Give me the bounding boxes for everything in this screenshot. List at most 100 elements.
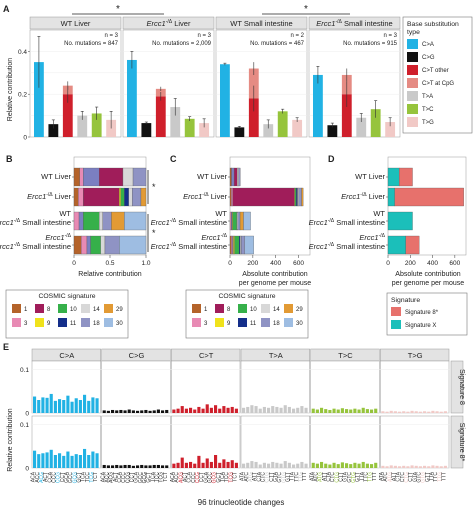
- panel-b-bar-segment: [119, 235, 147, 255]
- panel-b-cosmic-legend-swatch: [81, 318, 90, 327]
- panel-e-bar: [431, 465, 435, 468]
- panel-e-bar: [234, 408, 238, 413]
- panel-a-mutations-label: No. mutations = 467: [250, 41, 305, 47]
- panel-c-xtick-label: 0: [228, 260, 232, 267]
- panel-b-bar-segment: [90, 235, 101, 255]
- panel-b-cosmic-legend-label: 9: [47, 321, 51, 327]
- panel-a-bar: [234, 127, 245, 137]
- panel-e-bar: [324, 463, 328, 468]
- panel-c-bar-segment: [239, 211, 244, 231]
- panel-e-bar: [180, 406, 184, 413]
- panel-b-category-label: Ercc1-/Δ Small intestine: [0, 218, 71, 227]
- panel-e-xlabel: 96 trinucleotide changes: [198, 498, 285, 507]
- panel-c-bar-segment: [232, 187, 295, 207]
- panel-e-bar: [311, 462, 315, 468]
- panel-c-category-label: WT Liver: [197, 172, 227, 181]
- panel-e-bar: [283, 405, 287, 413]
- panel-e-context-label: TTT: [302, 472, 308, 481]
- panel-a-facet-strip: [122, 16, 215, 30]
- panel-e-facet-bg: [380, 415, 450, 469]
- panel-e-bar: [439, 466, 443, 468]
- panel-label-d: D: [328, 154, 335, 164]
- panel-a-bar: [91, 113, 102, 137]
- panel-e-bar: [176, 462, 180, 468]
- panel-b-cosmic-legend-label: 14: [93, 307, 100, 313]
- panel-a-mutations-label: No. mutations = 915: [343, 41, 398, 47]
- panel-c-bar-segment: [243, 211, 251, 231]
- panel-a-legend-title-2: type: [407, 29, 420, 36]
- panel-e-bar: [95, 453, 99, 468]
- panel-e-bar: [49, 393, 53, 413]
- panel-b-bar-segment: [83, 187, 120, 207]
- panel-b-xtick-label: 1.0: [141, 260, 150, 267]
- panel-e-context-label: CCG: [125, 472, 131, 483]
- panel-e-bar: [345, 463, 349, 468]
- panel-e-bar: [304, 463, 308, 468]
- panel-e-bar: [381, 465, 385, 468]
- panel-e-bar: [201, 462, 205, 468]
- panel-e-bar: [435, 465, 439, 468]
- panel-e-context-label: ATT: [392, 472, 398, 481]
- panel-e-bar: [357, 409, 361, 413]
- panel-c-xlabel-2: per genome per mouse: [239, 280, 311, 287]
- panel-d-bar-segment: [387, 187, 395, 207]
- panel-c-cosmic-legend-swatch: [261, 318, 270, 327]
- panel-e-context-label: TCC: [85, 472, 91, 483]
- panel-c-bar-segment: [241, 235, 245, 255]
- panel-e-row-strip-label: Signature 8: [458, 369, 465, 405]
- panel-e-context-label: CCT: [130, 472, 136, 482]
- panel-d-category-label: WT Liver: [355, 172, 385, 181]
- panel-e-bar: [254, 406, 258, 413]
- panel-c-bar-segment: [229, 167, 232, 187]
- panel-c-cosmic-legend-label: 30: [296, 321, 303, 327]
- panel-c-bar-segment: [237, 167, 239, 187]
- panel-b-bar-segment: [78, 187, 84, 207]
- panel-e-bar: [148, 410, 152, 413]
- panel-e-context-label: TTC: [294, 472, 300, 482]
- panel-e-bar: [230, 406, 234, 413]
- panel-b-cosmic-legend-label: 30: [116, 321, 123, 327]
- panel-e-context-label: GCT: [146, 472, 152, 483]
- panel-e-context-label: ATC: [383, 472, 389, 482]
- panel-b-cosmic-legend-label: 8: [47, 307, 51, 313]
- panel-label-a: A: [3, 4, 10, 14]
- panel-e-group-label: C>T: [199, 351, 214, 360]
- panel-e-bar: [345, 409, 349, 413]
- panel-d-legend-title: Signature: [391, 297, 420, 304]
- panel-a-legend-label: T>A: [422, 94, 433, 100]
- panel-b-bar-segment: [73, 211, 80, 231]
- panel-e-bar: [37, 454, 41, 468]
- panel-e-context-label: CTG: [265, 472, 271, 483]
- panel-d-xtick-label: 200: [405, 260, 416, 267]
- panel-e-bar: [230, 460, 234, 468]
- panel-label-c: C: [170, 154, 177, 164]
- panel-a-bar: [370, 109, 381, 137]
- panel-e-context-label: GTT: [286, 472, 292, 482]
- panel-e-bar: [115, 410, 119, 413]
- panel-e-context-label: ATC: [244, 472, 250, 482]
- panel-e-context-label: CCG: [56, 472, 62, 483]
- panel-a-legend-swatch: [407, 78, 418, 88]
- panel-e-group-label: T>G: [408, 351, 423, 360]
- panel-a-ylabel: Relative contribution: [7, 58, 14, 122]
- panel-a-bar: [313, 74, 323, 137]
- panel-e-bar: [262, 406, 266, 413]
- panel-e-bar: [365, 463, 369, 468]
- panel-e-context-label: GTC: [347, 472, 353, 483]
- panel-e-context-label: ATA: [379, 471, 385, 481]
- panel-e-bar: [102, 410, 106, 413]
- panel-a-facet-strip: [29, 16, 122, 30]
- panel-c-xtick-label: 200: [247, 260, 258, 267]
- panel-e-bar: [70, 401, 74, 413]
- panel-b-bar-segment: [132, 187, 142, 207]
- panel-e-bar: [381, 411, 385, 413]
- panel-e-bar: [398, 411, 402, 413]
- panel-b-cosmic-legend-swatch: [104, 304, 113, 313]
- panel-d-category-label: Ercc1-/Δ Liver: [341, 192, 385, 201]
- panel-e-bar: [423, 411, 427, 413]
- panel-e-ytick: 0: [25, 411, 29, 418]
- panel-e-bar: [242, 407, 246, 413]
- panel-d-bar-segment: [394, 187, 464, 207]
- panel-e-facet-bg: [101, 415, 171, 469]
- panel-e-bar: [262, 462, 266, 468]
